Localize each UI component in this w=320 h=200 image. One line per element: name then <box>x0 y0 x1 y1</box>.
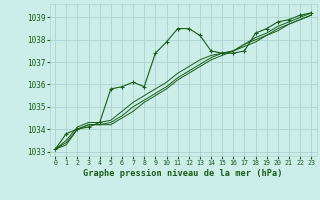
X-axis label: Graphe pression niveau de la mer (hPa): Graphe pression niveau de la mer (hPa) <box>84 169 283 178</box>
